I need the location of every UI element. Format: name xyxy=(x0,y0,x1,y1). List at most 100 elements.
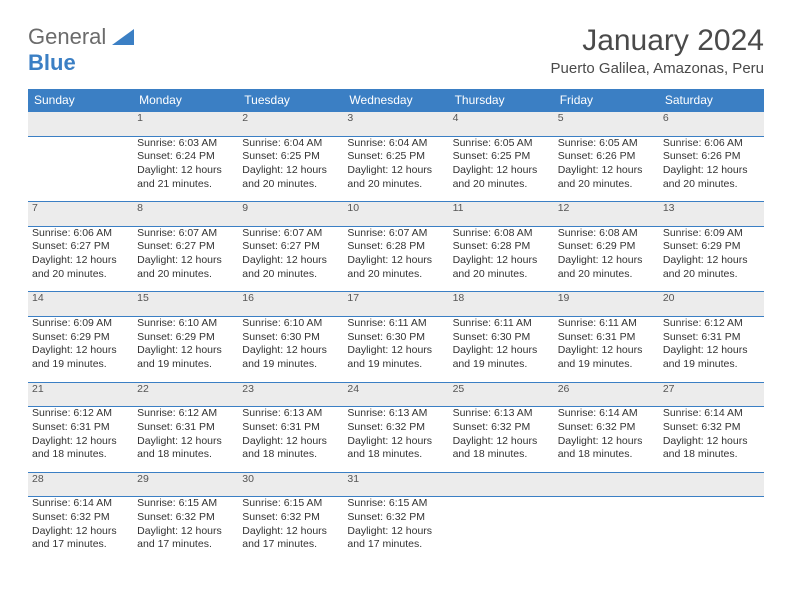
weekday-header: Monday xyxy=(133,89,238,112)
weekday-header: Friday xyxy=(554,89,659,112)
day-cell: Sunrise: 6:06 AMSunset: 6:26 PMDaylight:… xyxy=(659,136,764,202)
day-number: 5 xyxy=(554,112,659,137)
day-number: 11 xyxy=(449,202,554,227)
day-number xyxy=(28,112,133,137)
cell-line: Sunrise: 6:07 AM xyxy=(347,227,444,241)
cell-line: Sunset: 6:25 PM xyxy=(242,150,339,164)
cell-line: Sunset: 6:30 PM xyxy=(453,331,550,345)
day-cell xyxy=(554,497,659,562)
cell-line: Sunset: 6:29 PM xyxy=(663,240,760,254)
day-number: 12 xyxy=(554,202,659,227)
cell-line: Sunrise: 6:09 AM xyxy=(32,317,129,331)
cell-line: and 20 minutes. xyxy=(453,178,550,192)
cell-line: and 19 minutes. xyxy=(558,358,655,372)
cell-line: and 20 minutes. xyxy=(137,268,234,282)
day-number: 6 xyxy=(659,112,764,137)
day-cell: Sunrise: 6:15 AMSunset: 6:32 PMDaylight:… xyxy=(133,497,238,562)
day-number: 8 xyxy=(133,202,238,227)
cell-line: Daylight: 12 hours xyxy=(137,344,234,358)
cell-line: Sunrise: 6:06 AM xyxy=(32,227,129,241)
cell-line: Daylight: 12 hours xyxy=(558,344,655,358)
cell-line: Sunset: 6:32 PM xyxy=(663,421,760,435)
weekday-header-row: Sunday Monday Tuesday Wednesday Thursday… xyxy=(28,89,764,112)
day-cell: Sunrise: 6:15 AMSunset: 6:32 PMDaylight:… xyxy=(343,497,448,562)
day-cell: Sunrise: 6:12 AMSunset: 6:31 PMDaylight:… xyxy=(659,317,764,383)
cell-line: Daylight: 12 hours xyxy=(453,164,550,178)
day-number: 13 xyxy=(659,202,764,227)
cell-line: Sunset: 6:31 PM xyxy=(558,331,655,345)
day-cell xyxy=(449,497,554,562)
day-cell: Sunrise: 6:07 AMSunset: 6:27 PMDaylight:… xyxy=(133,226,238,292)
data-row: Sunrise: 6:03 AMSunset: 6:24 PM Daylight:… xyxy=(28,136,764,202)
weekday-header: Sunday xyxy=(28,89,133,112)
cell-line: and 20 minutes. xyxy=(347,178,444,192)
cell-line: Sunrise: 6:14 AM xyxy=(663,407,760,421)
cell-line: and 17 minutes. xyxy=(242,538,339,552)
cell-line: Sunrise: 6:04 AM xyxy=(242,137,339,151)
day-number: 18 xyxy=(449,292,554,317)
cell-line: Sunset: 6:27 PM xyxy=(242,240,339,254)
cell-line: and 19 minutes. xyxy=(32,358,129,372)
cell-line: Daylight: 12 hours xyxy=(347,525,444,539)
cell-line: Sunset: 6:32 PM xyxy=(558,421,655,435)
cell-line: Sunset: 6:32 PM xyxy=(242,511,339,525)
cell-line: Sunset: 6:28 PM xyxy=(453,240,550,254)
cell-line: Sunset: 6:31 PM xyxy=(242,421,339,435)
cell-line: Sunset: 6:26 PM xyxy=(558,150,655,164)
day-number: 27 xyxy=(659,382,764,407)
cell-line: Daylight: 12 hours xyxy=(558,164,655,178)
cell-line: and 19 minutes. xyxy=(242,358,339,372)
day-cell: Sunrise: 6:14 AMSunset: 6:32 PMDaylight:… xyxy=(659,407,764,473)
cell-line: Daylight: 12 hours xyxy=(137,254,234,268)
calendar-page: General January 2024 Puerto Galilea, Ama… xyxy=(0,0,792,582)
cell-line: Sunrise: 6:12 AM xyxy=(32,407,129,421)
day-number: 29 xyxy=(133,472,238,497)
cell-line: Sunset: 6:29 PM xyxy=(32,331,129,345)
cell-line: Daylight: 12 hours xyxy=(347,435,444,449)
cell-line: Daylight: 12 hours xyxy=(242,525,339,539)
month-title: January 2024 xyxy=(551,24,764,58)
day-cell: Sunrise: 6:06 AMSunset: 6:27 PMDaylight:… xyxy=(28,226,133,292)
cell-line: Daylight: 12 hours xyxy=(663,254,760,268)
cell-line: Daylight: 12 hours xyxy=(558,435,655,449)
day-cell: Sunrise: 6:08 AMSunset: 6:28 PMDaylight:… xyxy=(449,226,554,292)
location-text: Puerto Galilea, Amazonas, Peru xyxy=(551,60,764,77)
daynum-row: 28293031 xyxy=(28,472,764,497)
cell-line: Sunset: 6:24 PM xyxy=(137,150,234,164)
cell-line: Daylight: 12 hours xyxy=(663,344,760,358)
cell-line: Sunset: 6:28 PM xyxy=(347,240,444,254)
cell-line: and 18 minutes. xyxy=(137,448,234,462)
day-number: 15 xyxy=(133,292,238,317)
day-number: 23 xyxy=(238,382,343,407)
cell-line: and 20 minutes. xyxy=(242,268,339,282)
cell-line: and 20 minutes. xyxy=(558,178,655,192)
data-row: Sunrise: 6:14 AMSunset: 6:32 PMDaylight:… xyxy=(28,497,764,562)
cell-line: Sunrise: 6:08 AM xyxy=(558,227,655,241)
cell-line: and 19 minutes. xyxy=(453,358,550,372)
day-cell: Sunrise: 6:11 AMSunset: 6:31 PMDaylight:… xyxy=(554,317,659,383)
cell-line: Sunrise: 6:10 AM xyxy=(137,317,234,331)
cell-line: Daylight: 12 hours xyxy=(32,254,129,268)
day-cell: Sunrise: 6:07 AMSunset: 6:27 PMDaylight:… xyxy=(238,226,343,292)
cell-line: and 20 minutes. xyxy=(663,178,760,192)
cell-line: and 17 minutes. xyxy=(137,538,234,552)
header-row: General January 2024 Puerto Galilea, Ama… xyxy=(28,24,764,77)
cell-line: Daylight: 12 hours xyxy=(453,435,550,449)
cell-line: Sunrise: 6:03 AM xyxy=(137,137,234,151)
logo-text-1: General xyxy=(28,24,106,50)
day-cell: Sunrise: 6:14 AMSunset: 6:32 PMDaylight:… xyxy=(28,497,133,562)
day-number: 22 xyxy=(133,382,238,407)
logo: General xyxy=(28,24,136,50)
cell-line: Sunrise: 6:13 AM xyxy=(242,407,339,421)
cell-line: Daylight: 12 hours xyxy=(242,164,339,178)
logo-triangle-icon xyxy=(112,29,134,45)
cell-line: and 20 minutes. xyxy=(242,178,339,192)
day-cell: Sunrise: 6:09 AMSunset: 6:29 PMDaylight:… xyxy=(659,226,764,292)
weekday-header: Tuesday xyxy=(238,89,343,112)
cell-line: Sunset: 6:31 PM xyxy=(663,331,760,345)
day-number xyxy=(659,472,764,497)
day-cell: Sunrise: 6:14 AMSunset: 6:32 PMDaylight:… xyxy=(554,407,659,473)
cell-line: Daylight: 12 hours xyxy=(137,525,234,539)
cell-line: Daylight: 12 hours xyxy=(32,435,129,449)
day-number: 17 xyxy=(343,292,448,317)
